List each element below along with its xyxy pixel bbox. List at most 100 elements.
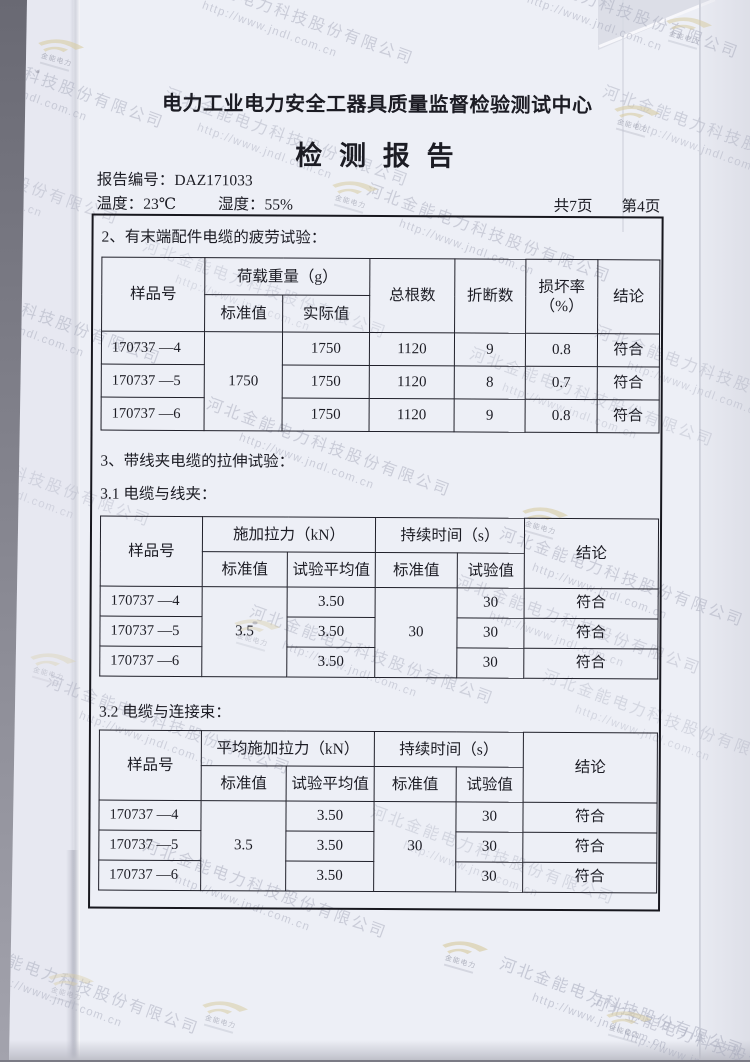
header-cell-sample: 样品号 bbox=[101, 257, 205, 332]
cell-conclusion: 符合 bbox=[597, 399, 660, 433]
company-logo-watermark: 金能电力 bbox=[26, 26, 91, 75]
header-cell-total-strands: 总根数 bbox=[369, 258, 455, 333]
cell-test-avg: 3.50 bbox=[286, 617, 376, 648]
cell-test-avg: 3.50 bbox=[287, 587, 376, 618]
header-cell-standard: 标准值 bbox=[202, 551, 288, 588]
table-row: 170737 —5 1750 1120 8 0.7 符合 bbox=[101, 364, 660, 400]
company-logo-watermark: 金能电力 bbox=[594, 998, 659, 1047]
cell-sample-id: 170737 —5 bbox=[99, 616, 203, 647]
cell-standard-value: 1750 bbox=[204, 331, 283, 432]
company-logo-watermark: 金能电力 bbox=[222, 606, 287, 655]
company-logo-watermark: 金能电力 bbox=[510, 494, 575, 543]
bundle-tensile-table: 样品号 平均施加拉力（kN） 持续时间（s） 结论 标准值 试验平均值 标准值 … bbox=[98, 730, 658, 894]
header-cell-duration: 持续时间（s） bbox=[375, 517, 525, 554]
header-cell-sample: 样品号 bbox=[99, 730, 202, 801]
report-number-line: 报告编号：DAZ171033 bbox=[97, 168, 253, 191]
company-logo-watermark: 金能电力 bbox=[18, 640, 83, 689]
cell-duration-test: 30 bbox=[455, 801, 524, 833]
scanner-edge-bottom bbox=[9, 1040, 750, 1060]
header-cell-duration: 持续时间（s） bbox=[374, 731, 524, 768]
section2-title: 2、有末端配件电缆的疲劳试验： bbox=[101, 228, 327, 247]
report-number-label: 报告编号： bbox=[96, 171, 175, 189]
cell-total: 1120 bbox=[369, 365, 455, 399]
cell-sample-id: 170737 —6 bbox=[98, 860, 201, 891]
header-cell-actual: 实际值 bbox=[282, 295, 370, 333]
cell-broken: 8 bbox=[454, 365, 526, 400]
company-logo-watermark: 金能电力 bbox=[190, 988, 255, 1037]
cell-rate: 0.7 bbox=[525, 366, 598, 400]
header-cell-force: 施加拉力（kN） bbox=[202, 516, 376, 553]
cell-total: 1120 bbox=[369, 332, 455, 366]
temperature-label: 温度： bbox=[96, 195, 144, 213]
company-logo-watermark: 金能电力 bbox=[320, 168, 385, 217]
cell-duration-test: 30 bbox=[455, 831, 523, 863]
scan-speck bbox=[252, 621, 258, 624]
section32-title: 3.2 电缆与连接束： bbox=[98, 703, 231, 722]
current-page: 第4页 bbox=[621, 198, 661, 216]
org-title: 电力工业电力安全工器具质量监督检验测试中心 bbox=[161, 92, 593, 118]
cell-broken: 9 bbox=[454, 398, 526, 433]
cell-sample-id: 170737 —5 bbox=[98, 830, 201, 861]
cell-broken: 9 bbox=[454, 332, 526, 367]
cell-test-avg: 3.50 bbox=[286, 647, 375, 678]
logo-swoosh-icon bbox=[30, 653, 77, 667]
header-cell-standard: 标准值 bbox=[204, 294, 283, 333]
cell-conclusion: 符合 bbox=[597, 366, 660, 400]
header-cell-duration-test: 试验值 bbox=[456, 766, 524, 803]
cell-conclusion: 符合 bbox=[597, 333, 660, 367]
clamp-tensile-table: 样品号 施加拉力（kN） 持续时间（s） 结论 标准值 试验平均值 标准值 试验… bbox=[99, 516, 659, 680]
header-cell-damage-rate: 损坏率（%） bbox=[525, 259, 598, 334]
cell-force-standard: 3.5 bbox=[201, 586, 288, 678]
table-header-row: 样品号 平均施加拉力（kN） 持续时间（s） 结论 bbox=[99, 730, 658, 803]
logo-swoosh-icon bbox=[202, 1001, 249, 1015]
cell-force-standard: 3.5 bbox=[200, 800, 287, 892]
cell-conclusion: 符合 bbox=[522, 832, 657, 863]
cell-test-avg: 3.50 bbox=[285, 831, 374, 862]
cell-sample-id: 170737 —4 bbox=[98, 800, 202, 831]
logo-swoosh-icon bbox=[48, 973, 95, 987]
cell-rate: 0.8 bbox=[525, 333, 598, 367]
cell-conclusion: 符合 bbox=[523, 618, 659, 649]
cell-duration-test: 30 bbox=[457, 587, 525, 619]
page-indicator: 共7页 第4页 bbox=[554, 194, 661, 217]
logo-swoosh-icon bbox=[606, 1011, 653, 1025]
company-logo-watermark: 金能电力 bbox=[602, 92, 667, 141]
scan-speck bbox=[36, 70, 40, 74]
content-box: 2、有末端配件电缆的疲劳试验： 样品号 荷载重量（g） 总根数 折断数 损坏率（… bbox=[88, 213, 664, 912]
cell-total: 1120 bbox=[369, 398, 455, 432]
logo-swoosh-icon bbox=[522, 507, 569, 521]
cell-actual: 1750 bbox=[282, 365, 370, 399]
logo-swoosh-icon bbox=[38, 39, 85, 53]
report-number-value: DAZ171033 bbox=[174, 171, 253, 190]
cell-duration-test: 30 bbox=[456, 647, 524, 679]
cell-conclusion: 符合 bbox=[523, 648, 658, 679]
logo-swoosh-icon bbox=[666, 17, 713, 31]
header-cell-force: 平均施加拉力（kN） bbox=[201, 730, 375, 767]
table-row: 170737 —4 3.5 3.50 30 30 符合 bbox=[100, 586, 659, 678]
header-cell-duration-standard: 标准值 bbox=[375, 552, 458, 588]
cell-conclusion: 符合 bbox=[522, 862, 657, 893]
section3-title: 3、带线夹电缆的拉伸试验： bbox=[100, 452, 295, 471]
cell-duration-standard: 30 bbox=[374, 587, 458, 678]
table-header-row: 样品号 荷载重量（g） 总根数 折断数 损坏率（%） 结论 bbox=[101, 257, 660, 334]
table-row: 170737 —4 3.5 3.50 30 30 符合 bbox=[98, 800, 658, 892]
header-cell-duration-standard: 标准值 bbox=[374, 766, 457, 802]
header-cell-conclusion: 结论 bbox=[524, 518, 659, 589]
paper-crease-bottom bbox=[66, 850, 80, 1060]
header-cell-test-avg: 试验平均值 bbox=[286, 766, 375, 802]
cell-actual: 1750 bbox=[282, 332, 370, 366]
cell-duration-test: 30 bbox=[456, 617, 525, 649]
table-row: 170737 —4 1750 1750 1120 9 0.8 符合 bbox=[101, 331, 660, 432]
header-cell-sample: 样品号 bbox=[100, 516, 203, 587]
cell-rate: 0.8 bbox=[525, 399, 598, 433]
company-logo-watermark: 金能电力 bbox=[654, 4, 719, 53]
fatigue-test-table: 样品号 荷载重量（g） 总根数 折断数 损坏率（%） 结论 标准值 实际值 17… bbox=[101, 257, 661, 434]
table-row: 170737 —6 1750 1120 9 0.8 符合 bbox=[101, 397, 660, 433]
cell-sample-id: 170737 —5 bbox=[101, 364, 205, 398]
header-cell-standard: 标准值 bbox=[201, 765, 287, 802]
cell-test-avg: 3.50 bbox=[285, 861, 374, 892]
